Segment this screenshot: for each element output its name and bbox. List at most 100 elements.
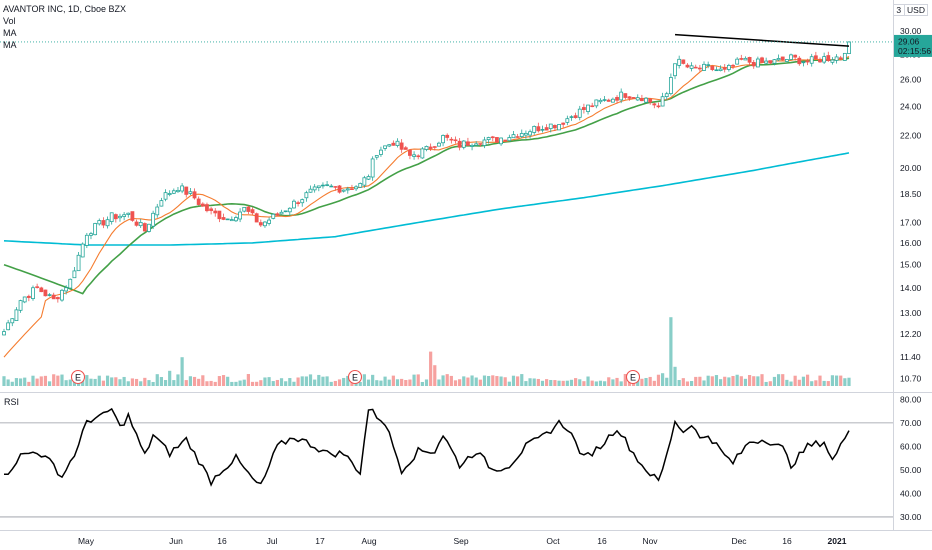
volume-bar	[424, 379, 429, 386]
candle-body	[801, 61, 806, 64]
volume-bar	[689, 381, 694, 386]
volume-bar	[565, 380, 569, 386]
candle-body	[242, 206, 247, 212]
candle-body	[511, 134, 516, 139]
price-tick-label: 30.00	[900, 26, 922, 36]
candle-body	[138, 222, 143, 227]
rsi-pane: RSI	[4, 397, 850, 487]
volume-indicator-label[interactable]: Vol	[3, 16, 16, 26]
volume-bar	[764, 381, 768, 386]
price-tick-label: 10.70	[900, 373, 922, 383]
volume-bar	[176, 374, 180, 386]
time-tick-label: 2021	[828, 536, 847, 546]
candle-body	[105, 219, 110, 227]
volume-bar	[557, 380, 561, 386]
volume-bar	[221, 375, 226, 386]
candle-body	[751, 61, 756, 67]
volume-bar	[209, 380, 213, 386]
candle-body	[130, 211, 135, 221]
candle-body	[374, 155, 379, 158]
volume-bar	[640, 378, 644, 386]
candle-body	[809, 56, 814, 64]
candle-body	[726, 65, 731, 70]
ma-indicator-label-2[interactable]: MA	[3, 40, 17, 50]
volume-bar	[2, 376, 6, 386]
candle-body	[565, 118, 570, 123]
candle-body	[68, 278, 73, 289]
volume-bar	[482, 375, 487, 386]
candle-body	[205, 204, 209, 212]
time-tick-label: 16	[597, 536, 607, 546]
volume-bar	[226, 376, 230, 386]
time-tick-label: Oct	[546, 536, 560, 546]
last-price-value: 29.06	[898, 36, 920, 46]
volume-bar	[342, 377, 346, 386]
candle-body	[784, 59, 789, 62]
candle-body	[167, 193, 172, 195]
candle-body	[300, 199, 305, 204]
volume-bar	[453, 380, 458, 386]
candle-body	[126, 212, 131, 215]
volume-bar	[433, 365, 437, 386]
volume-bar	[296, 377, 300, 386]
volume-bar	[163, 380, 168, 386]
volume-bar	[801, 376, 806, 386]
volume-bar	[569, 379, 574, 386]
price-tick-label: 16.00	[900, 238, 922, 248]
candle-body	[296, 202, 300, 204]
candle-body	[457, 140, 462, 148]
volume-bar	[524, 381, 528, 386]
volume-bar	[843, 378, 847, 386]
candle-body	[387, 144, 392, 147]
ma-indicator-label-1[interactable]: MA	[3, 28, 17, 38]
candle-body	[316, 185, 321, 188]
currency-count: 3	[896, 5, 906, 15]
price-tick-label: 13.00	[900, 308, 922, 318]
candle-body	[118, 215, 122, 219]
candle-body	[631, 97, 636, 99]
volume-bar	[288, 378, 292, 386]
candle-body	[639, 98, 644, 102]
candle-body	[308, 188, 313, 193]
candle-body	[395, 140, 400, 146]
candle-body	[743, 57, 748, 61]
price-tick-label: 20.00	[900, 163, 922, 173]
candle-body	[72, 270, 77, 279]
candle-body	[553, 125, 557, 129]
candle-body	[196, 198, 201, 205]
time-axis[interactable]: May Jun 16 Jul 17 Aug Sep Oct 16 Nov Dec 16 2021	[78, 536, 847, 546]
price-axis[interactable]: 30.0028.0026.0024.0022.0020.0018.5017.00…	[894, 26, 932, 522]
volume-bar	[139, 381, 143, 386]
volume-bar	[188, 376, 192, 386]
volume-bar	[507, 381, 511, 386]
volume-bar	[656, 374, 661, 386]
volume-bar	[578, 379, 582, 386]
time-tick-label: May	[78, 536, 95, 546]
candle-body	[594, 99, 599, 107]
candle-body	[312, 186, 317, 191]
time-tick-label: Dec	[731, 536, 747, 546]
volume-bar	[197, 378, 201, 386]
volume-bar	[714, 375, 719, 386]
rsi-line	[4, 407, 850, 487]
volume-bar	[279, 378, 284, 386]
candle-body	[822, 56, 827, 63]
currency-selector[interactable]: 3 USD	[893, 4, 928, 16]
volume-bar	[333, 380, 337, 386]
time-tick-label: Jul	[267, 536, 278, 546]
candle-body	[586, 104, 590, 112]
candle-body	[391, 142, 396, 146]
candle-body	[710, 65, 715, 70]
candle-body	[830, 59, 835, 63]
price-tick-label: 17.00	[900, 217, 922, 227]
candle-body	[325, 184, 329, 186]
candle-body	[590, 105, 595, 108]
candle-body	[615, 97, 619, 101]
candle-body	[213, 210, 218, 214]
candle-body	[660, 96, 665, 107]
volume-bar	[797, 379, 801, 386]
candle-body	[536, 126, 541, 132]
candle-body	[610, 98, 615, 103]
candle-body	[383, 145, 387, 149]
volume-bar	[549, 379, 553, 386]
